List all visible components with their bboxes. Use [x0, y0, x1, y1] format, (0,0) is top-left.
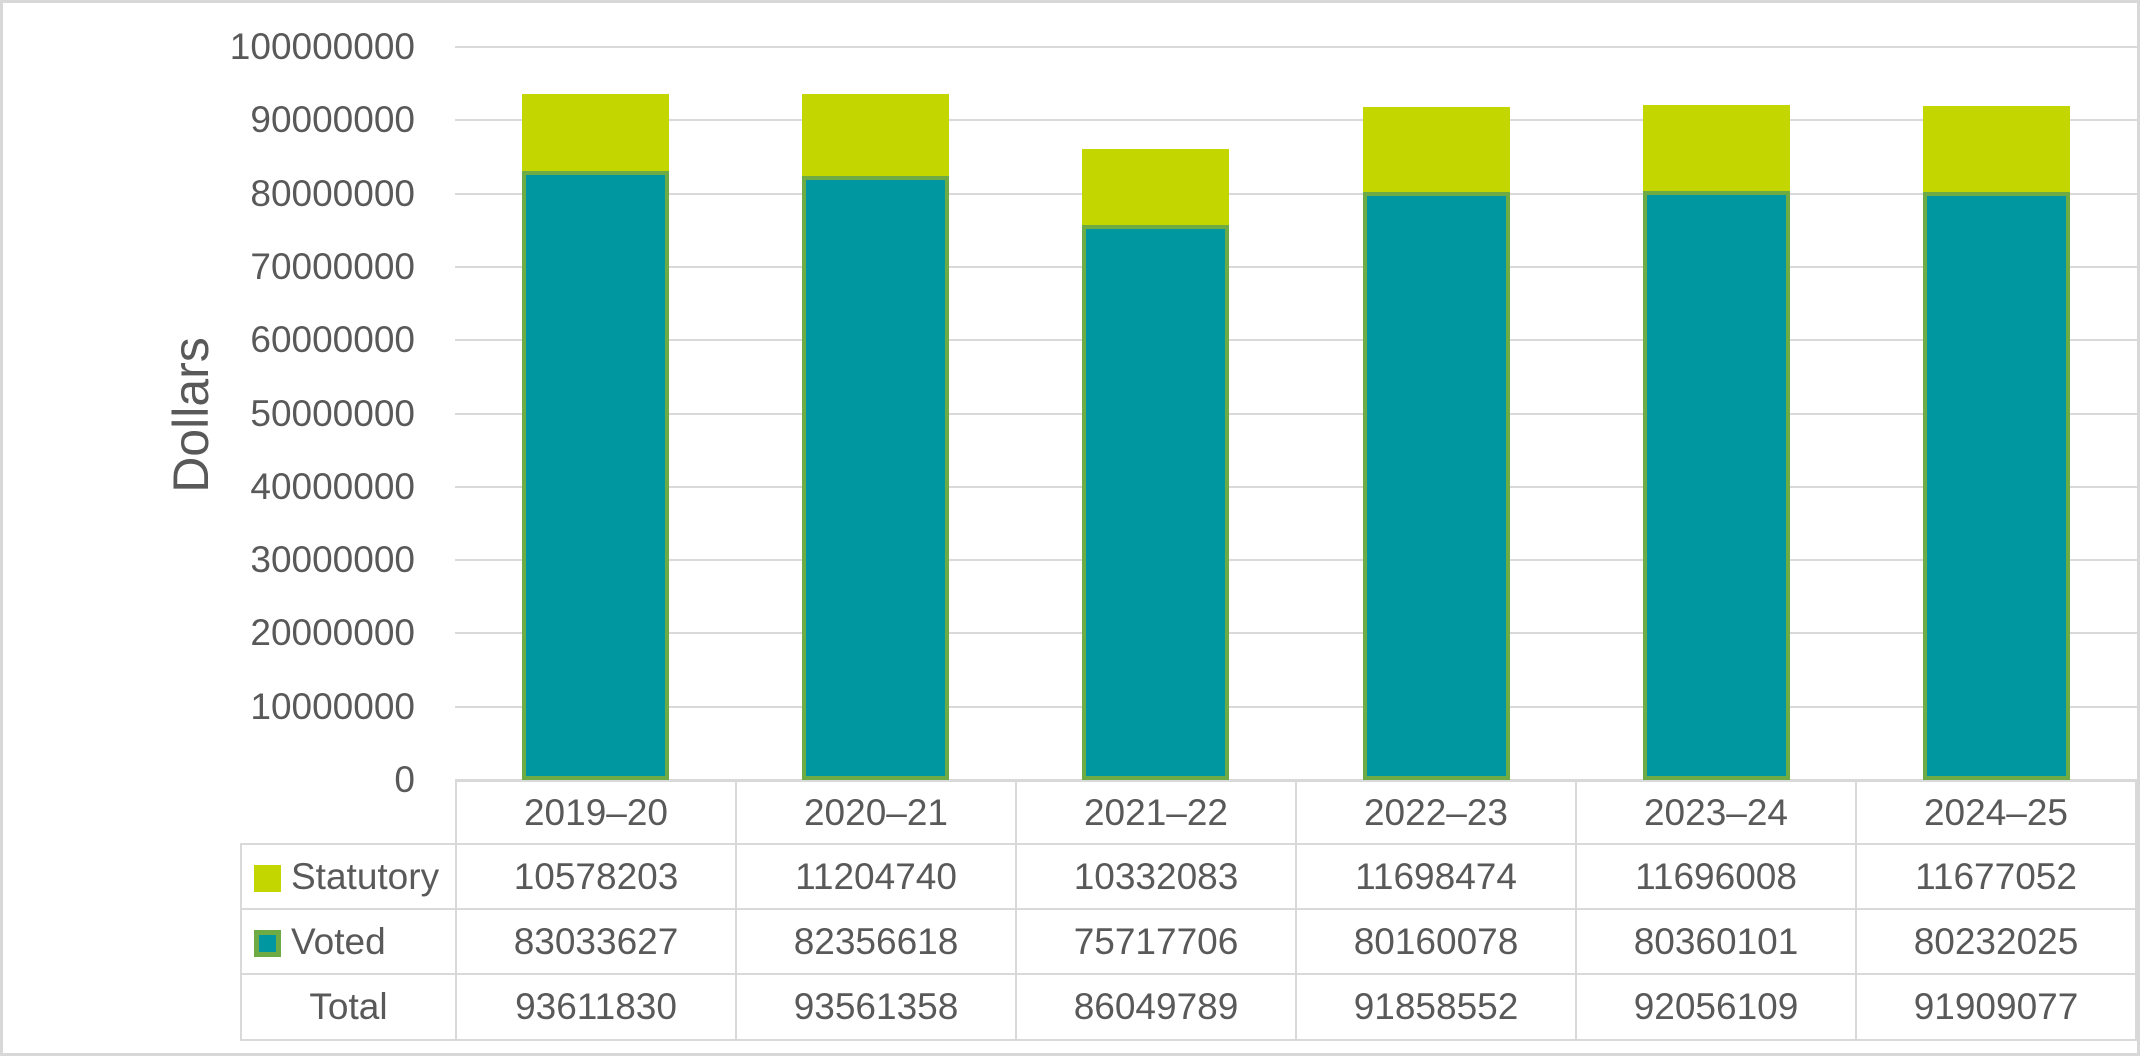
- table-row-statutory: Statutory 10578203 11204740 10332083 1169847…: [240, 843, 2137, 910]
- bar-voted-2020-21: [802, 176, 949, 780]
- column-header-year: 2023–24: [1575, 780, 1857, 845]
- value-cell: 80160078: [1295, 908, 1577, 975]
- gridline: [455, 46, 2137, 48]
- bar-statutory-2023-24: [1643, 105, 1790, 191]
- y-axis-tick-label: 90000000: [250, 99, 415, 141]
- row-label-voted: Voted: [240, 908, 457, 975]
- total-value-cell: 93611830: [455, 973, 737, 1041]
- gridline: [455, 412, 2137, 415]
- value-cell: 11677052: [1855, 843, 2137, 910]
- column-header-year: 2020–21: [735, 780, 1017, 845]
- table-corner-cell: [241, 781, 456, 844]
- y-axis-tick-label: 50000000: [250, 392, 415, 434]
- gridline: [455, 192, 2137, 195]
- bar-voted-2021-22: [1082, 224, 1230, 780]
- legend-key-statutory: [254, 864, 281, 892]
- gridline: [455, 339, 2137, 342]
- value-cell: 75717706: [1015, 908, 1297, 975]
- value-cell: 11696008: [1575, 843, 1857, 910]
- value-cell: 82356618: [735, 908, 1017, 975]
- gridline: [455, 559, 2137, 562]
- y-axis-tick-label: 0: [394, 759, 415, 800]
- y-axis-tick-label: 20000000: [250, 612, 415, 654]
- series-name: Statutory: [291, 855, 440, 897]
- bar-statutory-2019-20: [521, 93, 669, 172]
- total-value-cell: 91858552: [1295, 973, 1577, 1041]
- row-label-statutory: Statutory: [240, 843, 457, 910]
- series-name: Voted: [291, 920, 386, 962]
- y-axis-tick-label: 40000000: [250, 465, 415, 507]
- gridline: [455, 485, 2137, 488]
- total-value-cell: 92056109: [1575, 973, 1857, 1041]
- row-label-total: Total: [240, 973, 457, 1041]
- value-cell: 83033627: [455, 908, 737, 975]
- bar-statutory-2021-22: [1082, 149, 1230, 225]
- data-table: 2019–20 2020–21 2021–22 2022–23 2023–24 2024–…: [240, 780, 2137, 1041]
- bar-voted-2019-20: [521, 171, 669, 780]
- y-axis-tick-label: 70000000: [250, 245, 415, 287]
- bar-voted-2024-25: [1923, 191, 2071, 780]
- value-cell: 11698474: [1295, 843, 1577, 910]
- y-axis-tick-label: 10000000: [250, 685, 415, 727]
- y-axis-tick-label: 30000000: [250, 539, 415, 581]
- bar-statutory-2022-23: [1362, 106, 1510, 193]
- column-header-year: 2022–23: [1295, 780, 1577, 845]
- table-row-voted: Voted 83033627 82356618 75717706 80160078 803…: [240, 908, 2137, 975]
- y-axis-tick-label: 100000000: [229, 26, 415, 67]
- value-cell: 80360101: [1575, 908, 1857, 975]
- gridline: [455, 779, 2137, 781]
- gridline: [455, 705, 2137, 708]
- column-header-year: 2024–25: [1855, 780, 2137, 845]
- y-axis-tick-label: 60000000: [250, 319, 415, 361]
- y-axis-title: Dollars: [163, 337, 219, 493]
- table-header-row: 2019–20 2020–21 2021–22 2022–23 2023–24 2024–…: [241, 780, 2137, 845]
- value-cell: 11204740: [735, 843, 1017, 910]
- bar-statutory-2024-25: [1923, 106, 2071, 192]
- total-value-cell: 91909077: [1855, 973, 2137, 1041]
- value-cell: 10578203: [455, 843, 737, 910]
- bar-statutory-2020-21: [802, 94, 949, 177]
- total-value-cell: 86049789: [1015, 973, 1297, 1041]
- table-row-total: Total 93611830 93561358 86049789 91858552 920…: [240, 973, 2137, 1041]
- column-header-year: 2021–22: [1015, 780, 1297, 845]
- gridline: [455, 265, 2137, 268]
- value-cell: 10332083: [1015, 843, 1297, 910]
- gridline: [455, 632, 2137, 635]
- legend-key-voted: [254, 929, 281, 957]
- column-header-year: 2019–20: [455, 780, 737, 845]
- bar-voted-2023-24: [1643, 190, 1790, 780]
- bar-voted-2022-23: [1362, 192, 1510, 780]
- total-value-cell: 93561358: [735, 973, 1017, 1041]
- gridline: [455, 119, 2137, 122]
- y-axis-tick-label: 80000000: [250, 172, 415, 214]
- value-cell: 80232025: [1855, 908, 2137, 975]
